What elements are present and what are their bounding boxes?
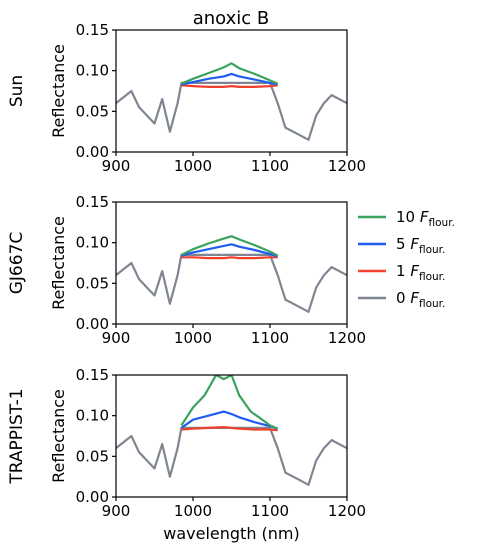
axes-frame <box>115 374 348 498</box>
series-line <box>181 72 278 86</box>
x-tick-label: 900 <box>102 502 131 520</box>
y-tick-label: 0.05 <box>76 447 109 465</box>
series-line <box>116 426 347 486</box>
series-line <box>180 235 279 257</box>
y-tick-label: 0.00 <box>76 488 109 506</box>
legend-entry: 1 Fflour. <box>396 262 445 283</box>
series-line <box>181 84 278 89</box>
y-tick-label: 0.05 <box>76 274 109 292</box>
series-line <box>116 253 347 313</box>
series-line <box>116 81 347 141</box>
series-line <box>181 426 278 432</box>
series-line <box>180 62 279 85</box>
row-label: GJ667C <box>7 232 27 295</box>
x-tick-label: 1100 <box>251 157 289 175</box>
series-line <box>181 243 279 258</box>
x-tick-label: 1200 <box>328 157 366 175</box>
y-tick-label: 0.15 <box>76 193 109 211</box>
panel-gj667c: 900 1000 1100 1200 0.00 0.05 0.10 0.15 Reflectan… <box>7 193 366 347</box>
figure-title: anoxic B <box>193 8 270 29</box>
x-tick-label: 900 <box>102 157 131 175</box>
panel-sun: 900 1000 1100 1200 0.00 0.05 0.10 0.15 Reflectan… <box>7 21 366 175</box>
plot-area <box>116 375 347 486</box>
axes-frame <box>115 29 348 153</box>
x-axis-label: wavelength (nm) <box>163 524 300 543</box>
y-tick-label: 0.10 <box>76 62 109 80</box>
y-axis-label: Reflectance <box>49 216 68 310</box>
plot-area <box>116 62 347 141</box>
series-line <box>180 375 279 430</box>
legend: 10 Fflour. 5 Fflour. 1 Fflour. 0 Fflour. <box>358 208 455 310</box>
series-line <box>181 256 278 260</box>
y-tick-label: 0.00 <box>76 315 109 333</box>
y-tick-label: 0.15 <box>76 366 109 384</box>
panel-trappist-1: 900 1000 1100 1200 0.00 0.05 0.10 0.15 Reflectan… <box>7 366 366 543</box>
x-tick-label: 1200 <box>328 329 366 347</box>
x-tick-label: 1000 <box>174 157 212 175</box>
y-axis-label: Reflectance <box>49 389 68 483</box>
y-tick-label: 0.10 <box>76 407 109 425</box>
y-tick-label: 0.05 <box>76 102 109 120</box>
y-tick-label: 0.10 <box>76 234 109 252</box>
plot-area <box>116 235 347 313</box>
x-tick-label: 900 <box>102 329 131 347</box>
legend-entry: 10 Fflour. <box>396 208 455 229</box>
axes-frame <box>115 201 348 325</box>
y-axis-label: Reflectance <box>49 44 68 138</box>
x-tick-label: 1000 <box>174 502 212 520</box>
x-tick-label: 1200 <box>328 502 366 520</box>
x-tick-label: 1000 <box>174 329 212 347</box>
x-tick-label: 1100 <box>251 502 289 520</box>
legend-entry: 5 Fflour. <box>396 235 445 256</box>
x-tick-label: 1100 <box>251 329 289 347</box>
y-tick-label: 0.15 <box>76 21 109 39</box>
row-label: Sun <box>7 75 27 107</box>
row-label: TRAPPIST-1 <box>7 388 27 484</box>
series-line <box>180 410 279 430</box>
legend-entry: 0 Fflour. <box>396 289 445 310</box>
y-tick-label: 0.00 <box>76 143 109 161</box>
